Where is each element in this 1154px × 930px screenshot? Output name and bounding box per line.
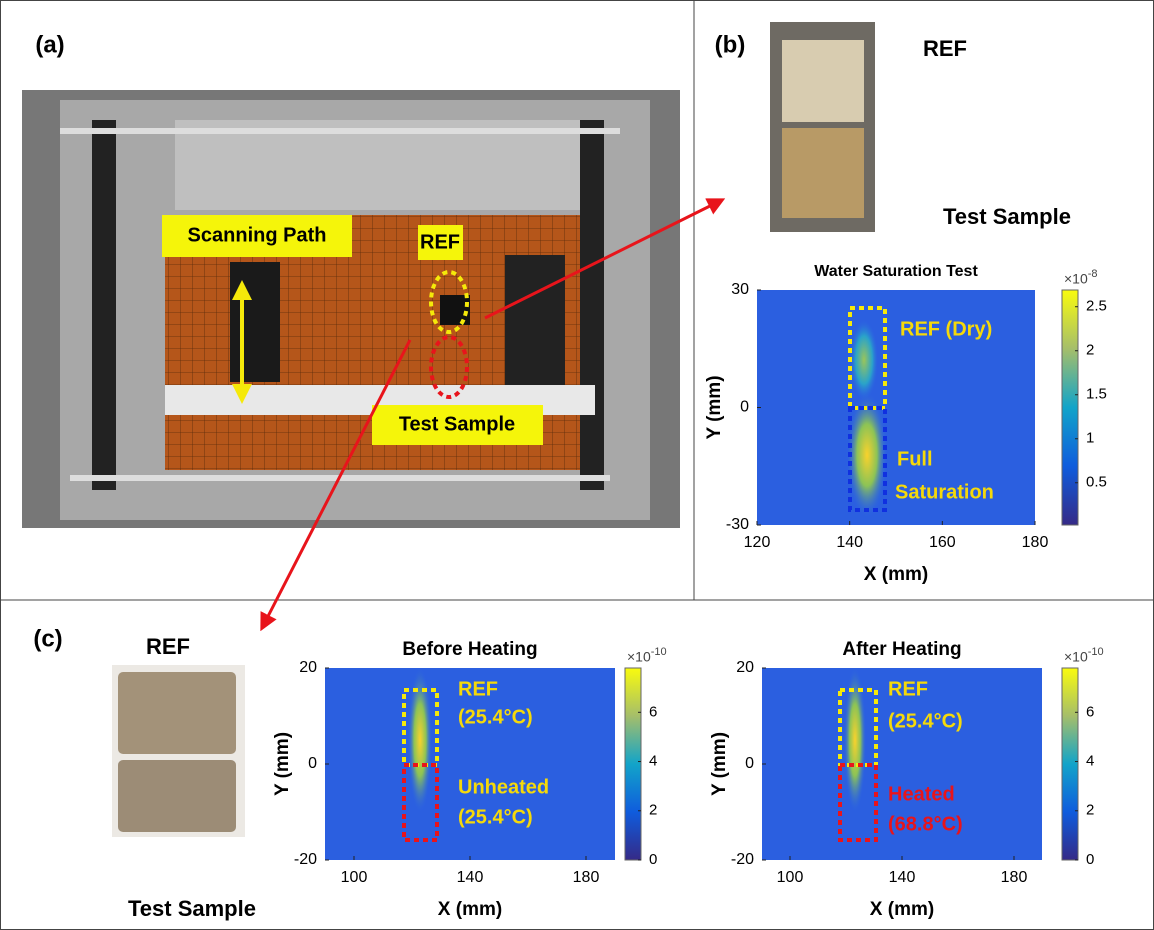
colorbar-exponent-power: -10 xyxy=(1088,646,1104,658)
x-tick-label: 140 xyxy=(836,534,863,551)
colorbar-tick-label: 2.5 xyxy=(1086,298,1107,315)
y-tick-label: 0 xyxy=(308,755,317,772)
x-tick-label: 100 xyxy=(777,869,804,886)
colorbar-exponent-power: -10 xyxy=(651,646,667,658)
x-tick-label: 140 xyxy=(889,869,916,886)
y-tick-label: 30 xyxy=(731,281,749,298)
annotation: Test Sample xyxy=(399,413,515,435)
hot-spot xyxy=(408,668,432,812)
colorbar xyxy=(1062,290,1078,525)
y-axis-label: Y (mm) xyxy=(709,732,730,796)
x-tick-label: 140 xyxy=(457,869,484,886)
plot-title: Before Heating xyxy=(402,639,537,660)
colorbar-tick-label: 2 xyxy=(649,802,657,819)
plot-title: After Heating xyxy=(842,639,961,660)
colorbar-exponent: ×10-10 xyxy=(1064,646,1104,665)
annotation: REF xyxy=(420,231,460,253)
colorbar-tick-label: 6 xyxy=(649,703,657,720)
colorbar-tick-label: 6 xyxy=(1086,703,1094,720)
annotation: Full xyxy=(897,448,933,470)
y-tick-label: -30 xyxy=(726,516,749,533)
colorbar xyxy=(625,668,641,860)
plot-title: Water Saturation Test xyxy=(814,263,978,280)
x-tick-label: 180 xyxy=(573,869,600,886)
panel-label: (c) xyxy=(33,625,62,652)
figure: Scanning Path REF Test Sample (a) (b) RE… xyxy=(0,0,1154,930)
annotation: (25.4°C) xyxy=(458,706,533,728)
panel-label: (b) xyxy=(715,31,746,58)
photo-label: REF xyxy=(146,634,190,659)
panel-label: (a) xyxy=(35,31,64,58)
colorbar-exponent-power: -8 xyxy=(1088,268,1098,280)
sample-photo xyxy=(112,665,245,837)
annotation: Heated xyxy=(888,783,955,805)
colorbar-tick-label: 1.5 xyxy=(1086,386,1107,403)
colorbar xyxy=(1062,668,1078,860)
x-tick-label: 120 xyxy=(744,534,771,551)
x-tick-label: 180 xyxy=(1001,869,1028,886)
annotation: (25.4°C) xyxy=(458,806,533,828)
y-tick-label: 20 xyxy=(736,659,754,676)
x-axis-label: X (mm) xyxy=(864,564,928,585)
x-axis-label: X (mm) xyxy=(870,899,934,920)
x-tick-label: 160 xyxy=(929,534,956,551)
annotation: Unheated xyxy=(458,776,549,798)
annotation: (25.4°C) xyxy=(888,710,963,732)
colorbar-tick-label: 0.5 xyxy=(1086,474,1107,491)
annotation: Scanning Path xyxy=(188,224,327,246)
annotation: REF xyxy=(888,678,928,700)
colorbar-tick-label: 0 xyxy=(1086,851,1094,868)
x-tick-label: 100 xyxy=(341,869,368,886)
colorbar-tick-label: 4 xyxy=(649,753,657,770)
y-tick-label: -20 xyxy=(731,851,754,868)
annotation: (68.8°C) xyxy=(888,813,963,835)
colorbar-tick-label: 1 xyxy=(1086,430,1094,447)
colorbar-exponent: ×10-8 xyxy=(1064,268,1098,287)
hot-spot xyxy=(850,320,878,400)
photo-label: REF xyxy=(923,36,967,61)
annotation: REF (Dry) xyxy=(900,318,992,340)
apparatus-photo xyxy=(22,90,680,528)
y-axis-label: Y (mm) xyxy=(704,375,725,439)
colorbar-tick-label: 0 xyxy=(649,851,657,868)
hot-spot xyxy=(847,393,887,517)
sample-photo xyxy=(770,22,875,232)
photo-label: Test Sample xyxy=(128,896,256,921)
x-axis-label: X (mm) xyxy=(438,899,502,920)
annotation: REF xyxy=(458,678,498,700)
colorbar-tick-label: 4 xyxy=(1086,753,1094,770)
colorbar-tick-label: 2 xyxy=(1086,802,1094,819)
y-tick-label: -20 xyxy=(294,851,317,868)
colorbar-exponent: ×10-10 xyxy=(627,646,667,665)
y-tick-label: 0 xyxy=(740,399,749,416)
annotation: Saturation xyxy=(895,481,994,503)
photo-label: Test Sample xyxy=(943,204,1071,229)
y-tick-label: 0 xyxy=(745,755,754,772)
y-axis-label: Y (mm) xyxy=(272,732,293,796)
y-tick-label: 20 xyxy=(299,659,317,676)
x-tick-label: 180 xyxy=(1022,534,1049,551)
colorbar-tick-label: 2 xyxy=(1086,342,1094,359)
